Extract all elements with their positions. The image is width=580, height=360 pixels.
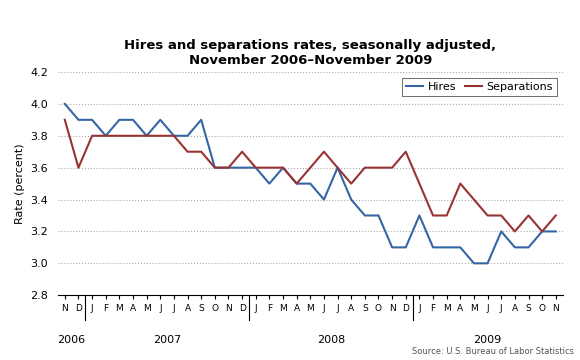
Separations	[89, 134, 96, 138]
Separations	[361, 166, 368, 170]
Hires	[525, 245, 532, 249]
Hires	[470, 261, 477, 265]
Hires	[348, 197, 355, 202]
Hires	[443, 245, 450, 249]
Hires	[211, 166, 218, 170]
Separations	[61, 118, 68, 122]
Hires	[512, 245, 519, 249]
Hires	[143, 134, 150, 138]
Hires	[361, 213, 368, 218]
Hires	[129, 118, 136, 122]
Text: 2008: 2008	[317, 335, 345, 345]
Separations	[171, 134, 177, 138]
Separations	[430, 213, 437, 218]
Separations	[157, 134, 164, 138]
Hires	[116, 118, 123, 122]
Text: Source: U.S. Bureau of Labor Statistics: Source: U.S. Bureau of Labor Statistics	[412, 347, 574, 356]
Separations	[252, 166, 259, 170]
Hires	[102, 134, 109, 138]
Hires	[552, 229, 559, 234]
Separations	[293, 181, 300, 186]
Separations	[307, 166, 314, 170]
Hires	[225, 166, 232, 170]
Hires	[89, 118, 96, 122]
Hires	[171, 134, 177, 138]
Hires	[198, 118, 205, 122]
Hires	[293, 181, 300, 186]
Separations	[552, 213, 559, 218]
Separations	[539, 229, 546, 234]
Hires	[416, 213, 423, 218]
Separations	[266, 166, 273, 170]
Separations	[348, 181, 355, 186]
Separations	[457, 181, 464, 186]
Text: 2006: 2006	[57, 335, 86, 345]
Title: Hires and separations rates, seasonally adjusted,
November 2006–November 2009: Hires and separations rates, seasonally …	[124, 39, 496, 67]
Hires	[539, 229, 546, 234]
Line: Separations: Separations	[65, 120, 556, 231]
Line: Hires: Hires	[65, 104, 556, 263]
Hires	[266, 181, 273, 186]
Separations	[525, 213, 532, 218]
Separations	[225, 166, 232, 170]
Text: 2009: 2009	[473, 335, 502, 345]
Y-axis label: Rate (percent): Rate (percent)	[15, 143, 25, 224]
Separations	[75, 166, 82, 170]
Hires	[389, 245, 396, 249]
Hires	[498, 229, 505, 234]
Separations	[484, 213, 491, 218]
Hires	[430, 245, 437, 249]
Separations	[102, 134, 109, 138]
Separations	[280, 166, 287, 170]
Separations	[512, 229, 519, 234]
Separations	[184, 149, 191, 154]
Separations	[211, 166, 218, 170]
Hires	[280, 166, 287, 170]
Separations	[416, 181, 423, 186]
Separations	[334, 166, 341, 170]
Hires	[321, 197, 328, 202]
Separations	[443, 213, 450, 218]
Separations	[321, 149, 328, 154]
Separations	[470, 197, 477, 202]
Separations	[198, 149, 205, 154]
Separations	[498, 213, 505, 218]
Hires	[484, 261, 491, 265]
Separations	[238, 149, 245, 154]
Hires	[75, 118, 82, 122]
Text: 2007: 2007	[153, 335, 181, 345]
Hires	[157, 118, 164, 122]
Separations	[129, 134, 136, 138]
Hires	[375, 213, 382, 218]
Hires	[238, 166, 245, 170]
Hires	[61, 102, 68, 106]
Separations	[403, 149, 409, 154]
Hires	[307, 181, 314, 186]
Hires	[184, 134, 191, 138]
Separations	[143, 134, 150, 138]
Separations	[389, 166, 396, 170]
Separations	[375, 166, 382, 170]
Hires	[334, 166, 341, 170]
Hires	[457, 245, 464, 249]
Hires	[252, 166, 259, 170]
Legend: Hires, Separations: Hires, Separations	[402, 77, 557, 96]
Hires	[403, 245, 409, 249]
Separations	[116, 134, 123, 138]
